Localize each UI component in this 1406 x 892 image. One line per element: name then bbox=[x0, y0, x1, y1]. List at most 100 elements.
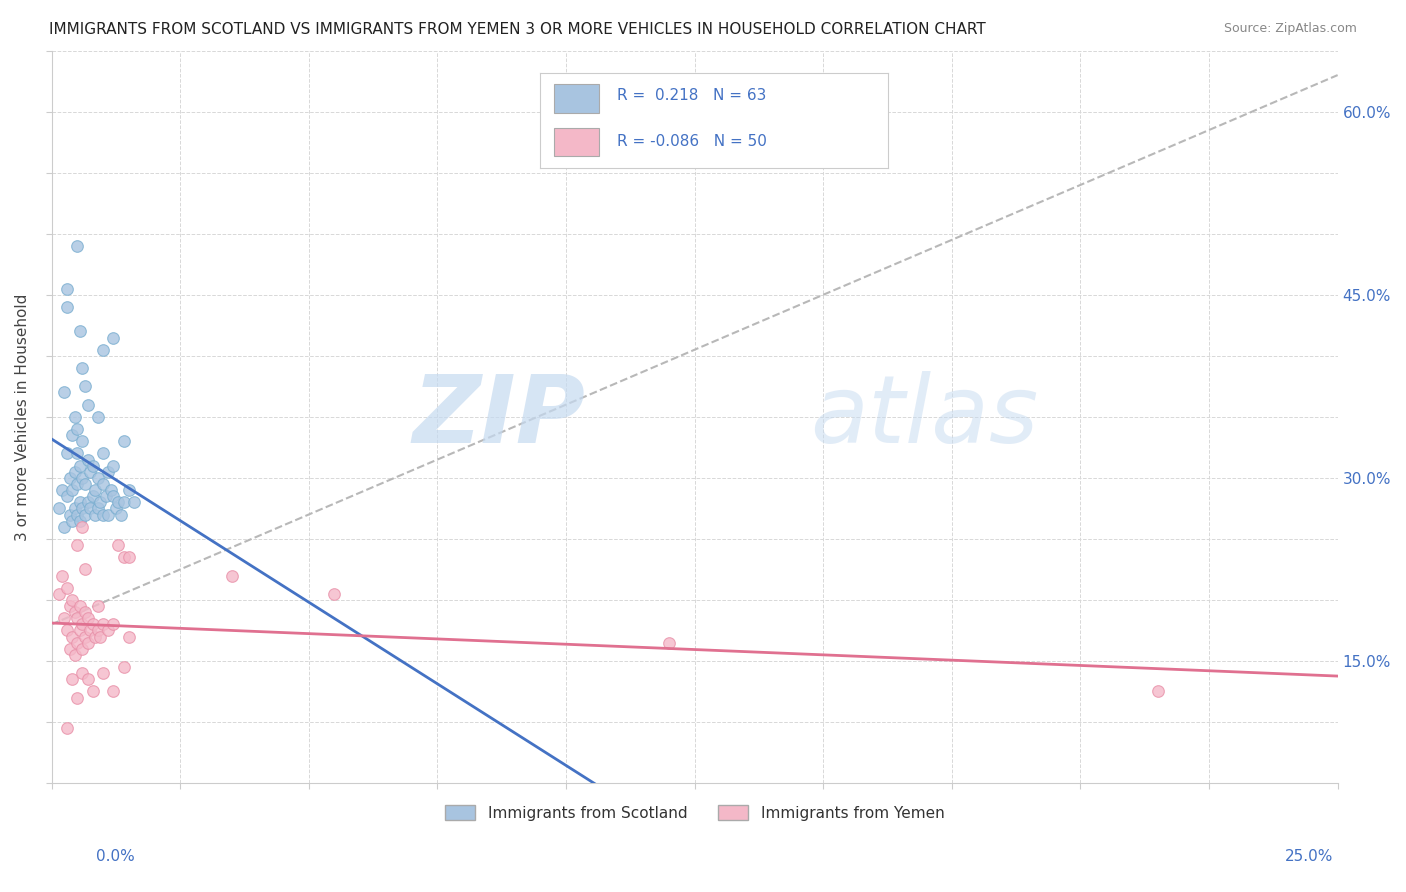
Point bbox=[91, 343, 114, 357]
Point bbox=[48, 501, 70, 516]
Point bbox=[66, 538, 89, 552]
Point bbox=[53, 611, 76, 625]
Point bbox=[87, 501, 110, 516]
Point bbox=[76, 398, 98, 412]
Point bbox=[91, 477, 114, 491]
Point bbox=[110, 508, 132, 522]
Text: atlas: atlas bbox=[810, 371, 1039, 462]
Point bbox=[69, 325, 91, 339]
Point bbox=[87, 409, 110, 424]
Point bbox=[56, 282, 79, 296]
Point bbox=[60, 673, 83, 687]
Point bbox=[87, 599, 110, 613]
Point bbox=[63, 605, 86, 619]
Point bbox=[60, 483, 83, 497]
Point bbox=[100, 483, 122, 497]
Point bbox=[107, 538, 129, 552]
Point bbox=[53, 385, 76, 400]
Point bbox=[73, 562, 96, 576]
Point bbox=[66, 508, 89, 522]
Point bbox=[58, 508, 80, 522]
Point bbox=[63, 465, 86, 479]
Point bbox=[91, 666, 114, 681]
Point bbox=[97, 465, 120, 479]
Point bbox=[69, 495, 91, 509]
Point bbox=[118, 483, 141, 497]
Point bbox=[103, 489, 125, 503]
Point bbox=[1146, 684, 1168, 698]
Point bbox=[82, 617, 104, 632]
Point bbox=[69, 599, 91, 613]
Point bbox=[103, 617, 125, 632]
Point bbox=[107, 495, 129, 509]
Point bbox=[58, 641, 80, 656]
Point bbox=[76, 635, 98, 649]
Point bbox=[323, 587, 346, 601]
Point bbox=[56, 300, 79, 314]
Point bbox=[72, 361, 94, 376]
Point bbox=[91, 446, 114, 460]
Point bbox=[87, 471, 110, 485]
Point bbox=[112, 550, 135, 565]
Point bbox=[103, 330, 125, 344]
Point bbox=[112, 660, 135, 674]
Point bbox=[94, 489, 117, 503]
Point bbox=[66, 611, 89, 625]
Point bbox=[79, 501, 101, 516]
Point bbox=[76, 673, 98, 687]
Point bbox=[97, 508, 120, 522]
Point bbox=[58, 471, 80, 485]
Point bbox=[66, 635, 89, 649]
Point bbox=[69, 514, 91, 528]
Point bbox=[56, 489, 79, 503]
Point bbox=[658, 635, 681, 649]
Point bbox=[66, 239, 89, 253]
Y-axis label: 3 or more Vehicles in Household: 3 or more Vehicles in Household bbox=[15, 293, 30, 541]
Point bbox=[48, 587, 70, 601]
Text: Source: ZipAtlas.com: Source: ZipAtlas.com bbox=[1223, 22, 1357, 36]
Point bbox=[69, 458, 91, 473]
Point bbox=[72, 641, 94, 656]
Point bbox=[63, 409, 86, 424]
Point bbox=[58, 599, 80, 613]
Point bbox=[60, 630, 83, 644]
Point bbox=[82, 684, 104, 698]
Point bbox=[72, 434, 94, 449]
Point bbox=[73, 630, 96, 644]
Point bbox=[79, 624, 101, 638]
Point bbox=[73, 508, 96, 522]
Point bbox=[56, 624, 79, 638]
Point bbox=[118, 550, 141, 565]
Point bbox=[104, 501, 127, 516]
Point bbox=[103, 458, 125, 473]
Point bbox=[56, 581, 79, 595]
Point bbox=[73, 379, 96, 393]
Point bbox=[72, 519, 94, 533]
Point bbox=[72, 471, 94, 485]
Point bbox=[82, 489, 104, 503]
Point bbox=[84, 630, 107, 644]
Point bbox=[87, 624, 110, 638]
Point bbox=[51, 483, 73, 497]
Point bbox=[79, 465, 101, 479]
Point bbox=[118, 630, 141, 644]
Point bbox=[72, 666, 94, 681]
Point bbox=[60, 514, 83, 528]
Point bbox=[91, 617, 114, 632]
Point bbox=[63, 501, 86, 516]
Text: 25.0%: 25.0% bbox=[1285, 849, 1333, 864]
Point bbox=[69, 624, 91, 638]
Point bbox=[66, 422, 89, 436]
Point bbox=[66, 690, 89, 705]
Point bbox=[51, 568, 73, 582]
Point bbox=[73, 477, 96, 491]
Text: ZIP: ZIP bbox=[412, 371, 585, 463]
Point bbox=[53, 519, 76, 533]
Point bbox=[103, 684, 125, 698]
Point bbox=[112, 434, 135, 449]
Point bbox=[122, 495, 145, 509]
Point bbox=[91, 508, 114, 522]
Point bbox=[73, 605, 96, 619]
Point bbox=[72, 501, 94, 516]
Point bbox=[66, 477, 89, 491]
